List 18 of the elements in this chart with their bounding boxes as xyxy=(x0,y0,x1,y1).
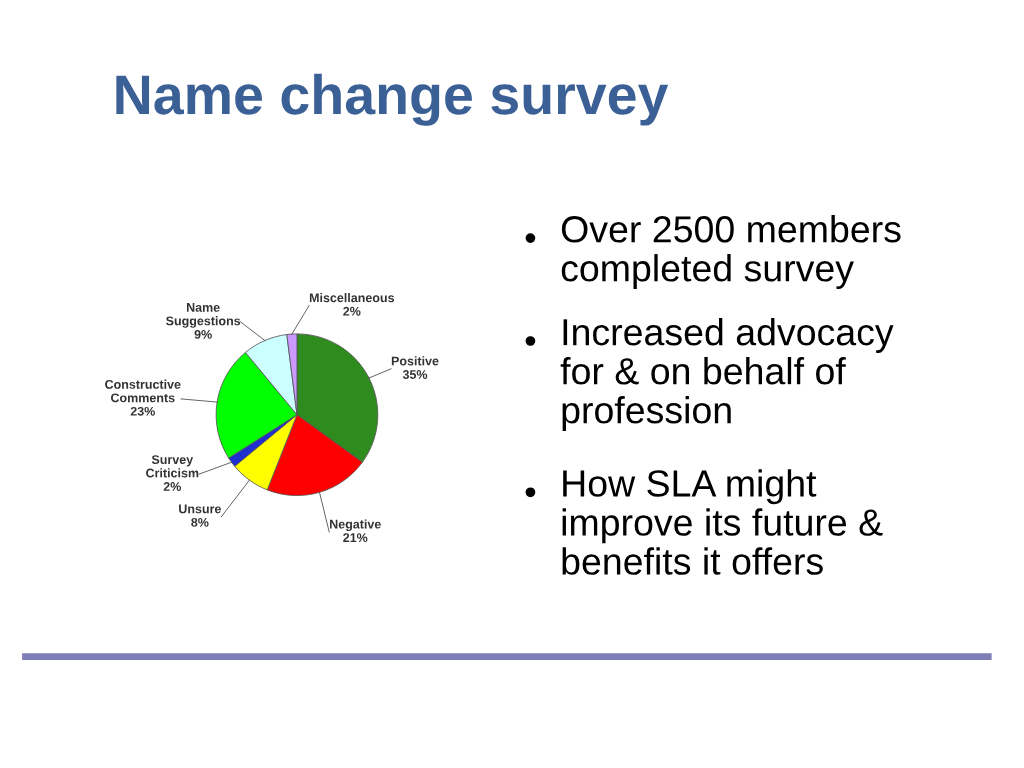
data-label: 2% xyxy=(163,482,181,491)
text: Increased advocacy for & on behalf of profession xyxy=(560,317,894,431)
data-label: 8% xyxy=(191,517,209,527)
text: Over 2500 members completed survey xyxy=(561,215,901,290)
data-label: 9% xyxy=(194,329,212,339)
slice-label: Survey Criticism xyxy=(146,455,199,478)
slice-label: Negative xyxy=(330,519,381,532)
data-label: 21% xyxy=(343,533,368,543)
slice-label: Miscellaneous xyxy=(309,293,395,303)
data-label: 23% xyxy=(130,406,155,416)
chart-title: Name change survey xyxy=(116,73,669,126)
data-label: 2% xyxy=(343,306,361,316)
slice-label: Name Suggestions xyxy=(166,303,241,328)
slice-label: Positive xyxy=(391,356,439,366)
slice-label: Unsure xyxy=(179,504,221,514)
text: How SLA might improve its future & benefits it offers xyxy=(562,469,883,575)
slice-label: Constructive Comments xyxy=(105,379,181,403)
data-label: 35% xyxy=(402,370,428,379)
